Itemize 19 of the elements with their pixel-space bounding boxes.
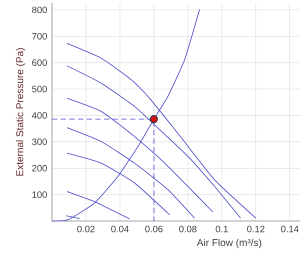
y-axis-title: External Static Pressure (Pa): [16, 48, 26, 176]
y-tick-label: 300: [32, 138, 47, 146]
x-tick-label: 0.04: [111, 226, 129, 232]
y-tick-label: 400: [32, 112, 47, 119]
x-tick-label: 0.06: [145, 226, 163, 232]
y-tick-label: 600: [32, 59, 47, 66]
x-tick-label: 0.08: [179, 226, 197, 232]
x-axis-title: Air Flow (m³/s): [196, 238, 262, 248]
y-tick-label: 200: [32, 164, 47, 172]
line-series: [66, 152, 170, 216]
x-tick-label: 0.02: [77, 226, 95, 232]
x-tick-label: 0.1: [216, 226, 228, 232]
line-series: [66, 127, 195, 218]
y-tick-label: 700: [32, 32, 47, 40]
x-tick-label: 0.12: [247, 226, 264, 232]
y-tick-label: 800: [32, 6, 47, 14]
x-tick-label: 0.14: [281, 226, 299, 232]
y-tick-label: 100: [32, 191, 47, 198]
y-tick-label: 500: [32, 86, 47, 92]
